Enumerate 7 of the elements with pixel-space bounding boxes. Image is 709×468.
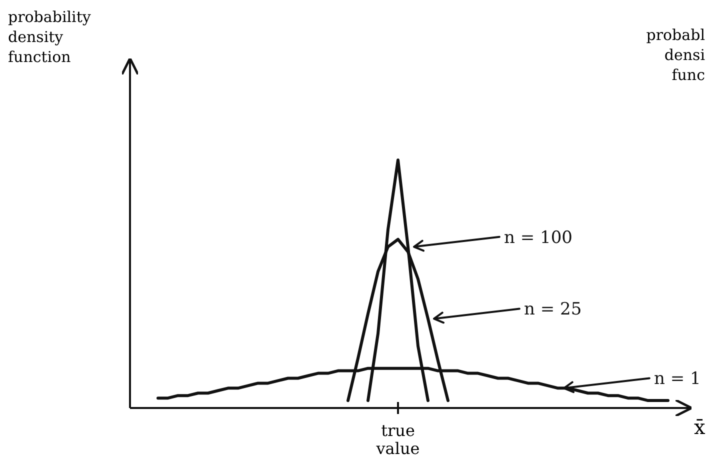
text: probability density function	[8, 8, 92, 66]
x-axis-title: x̄	[694, 415, 706, 439]
text: probabl densi func	[646, 26, 706, 84]
text: true value	[375, 421, 420, 458]
text: n = 25	[524, 300, 582, 320]
text: n = 100	[504, 228, 572, 248]
series-label: n = 1	[654, 369, 701, 390]
